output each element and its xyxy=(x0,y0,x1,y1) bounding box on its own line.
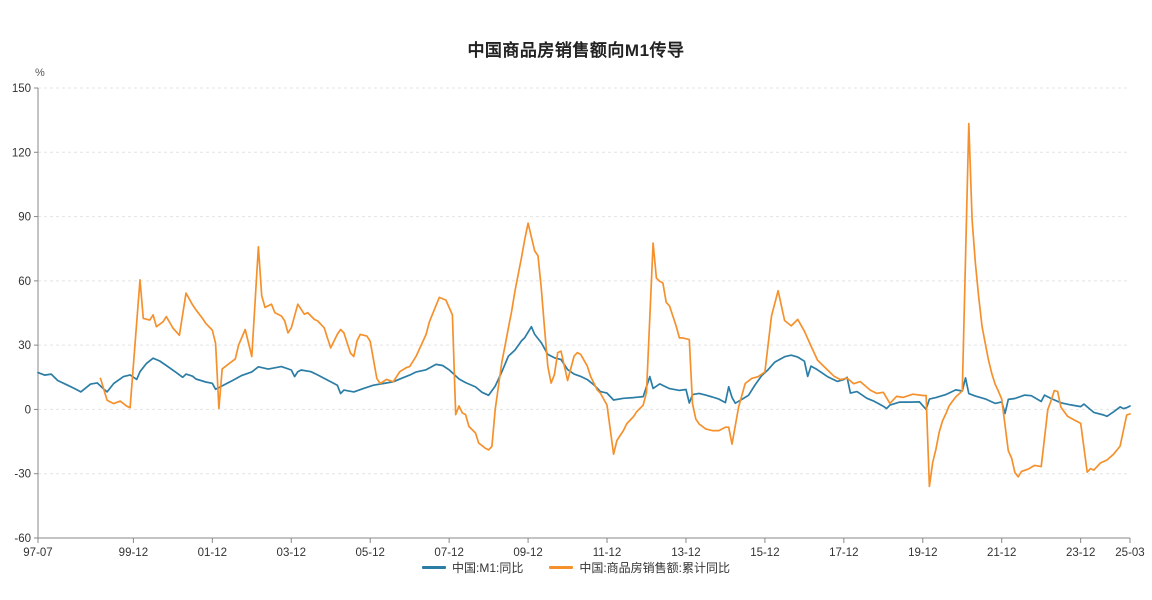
x-tick-label: 99-12 xyxy=(119,547,148,559)
y-tick-label: 30 xyxy=(18,340,31,352)
chart-title: 中国商品房销售额向M1传导 xyxy=(467,41,685,60)
sales-series-line xyxy=(99,122,1131,488)
x-tick-label: 15-12 xyxy=(750,547,779,559)
x-tick-label: 09-12 xyxy=(513,547,542,559)
y-tick-label: 0 xyxy=(25,404,31,416)
x-tick-label: 25-03 xyxy=(1115,547,1144,559)
m1-line-swatch xyxy=(421,566,446,569)
y-tick-label: 90 xyxy=(18,212,31,224)
x-tick-label: 19-12 xyxy=(908,547,937,559)
legend-label-sales: 中国:商品房销售额:累计同比 xyxy=(579,561,730,575)
legend-item-sales[interactable]: 中国:商品房销售额:累计同比 xyxy=(549,559,730,576)
y-tick-label: 150 xyxy=(12,83,31,95)
chart-legend: 中国:M1:同比 中国:商品房销售额:累计同比 xyxy=(0,559,1152,576)
y-tick-label: 60 xyxy=(18,276,31,288)
x-tick-label: 13-12 xyxy=(671,547,700,559)
x-tick-label: 03-12 xyxy=(277,547,306,559)
sales-line-swatch xyxy=(549,566,574,569)
x-tick-label: 17-12 xyxy=(829,547,858,559)
x-tick-label: 07-12 xyxy=(434,547,463,559)
legend-item-m1[interactable]: 中国:M1:同比 xyxy=(421,559,524,576)
legend-label-m1: 中国:M1:同比 xyxy=(451,561,524,575)
y-tick-label: -30 xyxy=(14,469,31,481)
m1-series-line xyxy=(37,325,1131,418)
x-tick-label: 11-12 xyxy=(593,547,622,559)
x-tick-label: 01-12 xyxy=(198,547,227,559)
x-tick-label: 97-07 xyxy=(23,547,52,559)
x-tick-label: 05-12 xyxy=(355,547,384,559)
y-tick-label: 120 xyxy=(12,147,31,159)
y-axis-unit-label: % xyxy=(35,67,45,79)
x-tick-label: 23-12 xyxy=(1066,547,1095,559)
x-tick-label: 21-12 xyxy=(987,547,1016,559)
y-tick-label: -60 xyxy=(14,533,31,545)
